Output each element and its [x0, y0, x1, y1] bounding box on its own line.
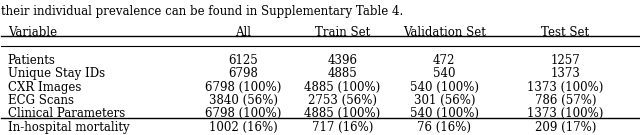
Text: 1373 (100%): 1373 (100%) [527, 107, 604, 120]
Text: 6798 (100%): 6798 (100%) [205, 81, 282, 94]
Text: Train Set: Train Set [315, 26, 370, 39]
Text: 540 (100%): 540 (100%) [410, 107, 479, 120]
Text: Clinical Parameters: Clinical Parameters [8, 107, 125, 120]
Text: 717 (16%): 717 (16%) [312, 121, 373, 134]
Text: 786 (57%): 786 (57%) [534, 94, 596, 107]
Text: Unique Stay IDs: Unique Stay IDs [8, 67, 105, 80]
Text: 1257: 1257 [550, 54, 580, 67]
Text: Validation Set: Validation Set [403, 26, 486, 39]
Text: 209 (17%): 209 (17%) [534, 121, 596, 134]
Text: 6798: 6798 [228, 67, 259, 80]
Text: 4885 (100%): 4885 (100%) [304, 107, 380, 120]
Text: their individual prevalence can be found in Supplementary Table 4.: their individual prevalence can be found… [1, 5, 404, 18]
Text: All: All [236, 26, 252, 39]
Text: 301 (56%): 301 (56%) [413, 94, 475, 107]
Text: 540: 540 [433, 67, 456, 80]
Text: 3840 (56%): 3840 (56%) [209, 94, 278, 107]
Text: 472: 472 [433, 54, 456, 67]
Text: 4396: 4396 [327, 54, 357, 67]
Text: In-hospital mortality: In-hospital mortality [8, 121, 129, 134]
Text: 6798 (100%): 6798 (100%) [205, 107, 282, 120]
Text: 1002 (16%): 1002 (16%) [209, 121, 278, 134]
Text: Test Set: Test Set [541, 26, 589, 39]
Text: 2753 (56%): 2753 (56%) [308, 94, 377, 107]
Text: 1373: 1373 [550, 67, 580, 80]
Text: CXR Images: CXR Images [8, 81, 81, 94]
Text: Patients: Patients [8, 54, 56, 67]
Text: 4885: 4885 [328, 67, 357, 80]
Text: 76 (16%): 76 (16%) [417, 121, 471, 134]
Text: ECG Scans: ECG Scans [8, 94, 74, 107]
Text: Variable: Variable [8, 26, 57, 39]
Text: 6125: 6125 [228, 54, 259, 67]
Text: 4885 (100%): 4885 (100%) [304, 81, 380, 94]
Text: 540 (100%): 540 (100%) [410, 81, 479, 94]
Text: 1373 (100%): 1373 (100%) [527, 81, 604, 94]
